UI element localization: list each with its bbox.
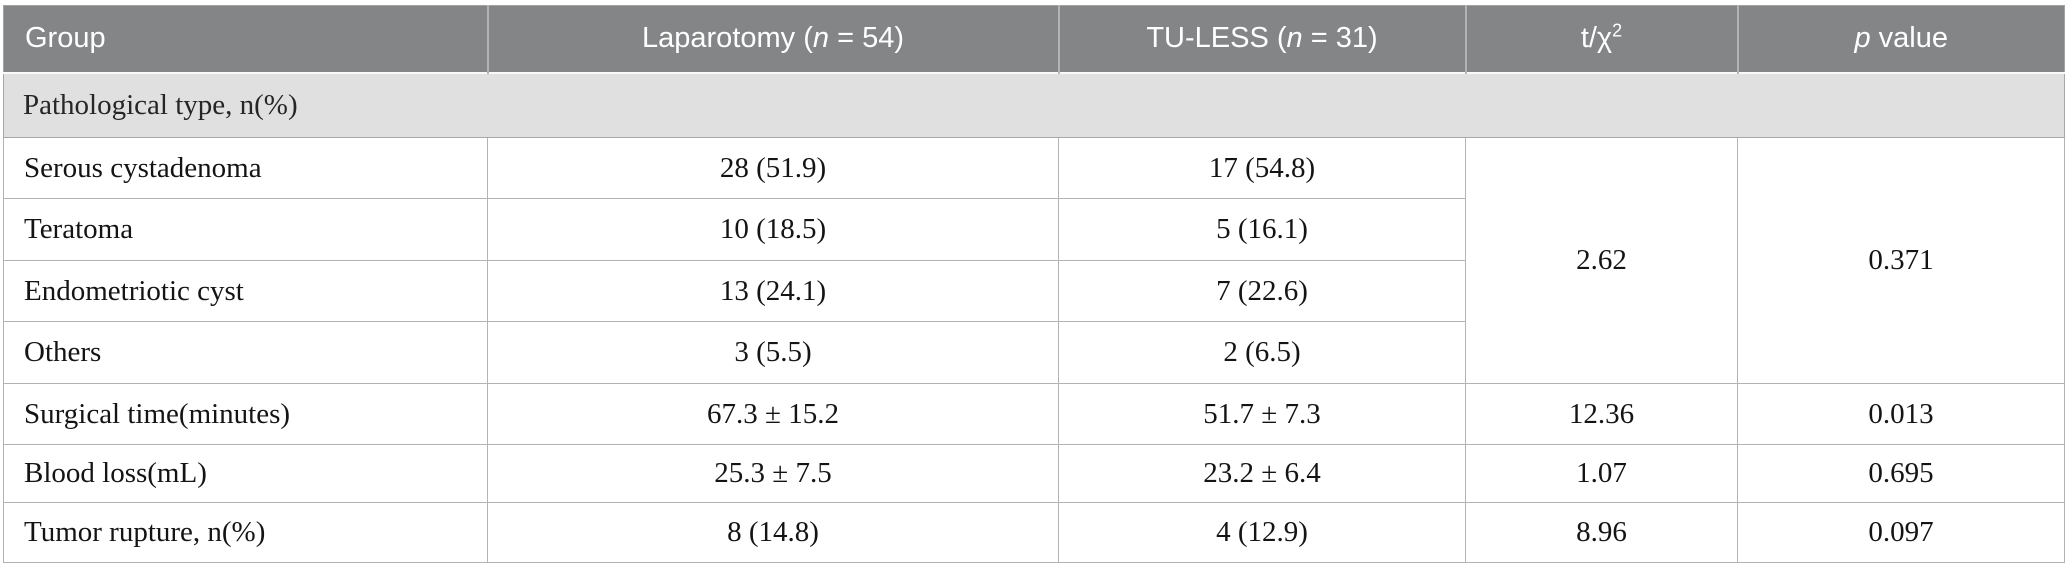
- row-label: Endometriotic cyst: [3, 260, 488, 322]
- laparotomy-value: 10 (18.5): [487, 198, 1059, 261]
- column-header-statistic: t/χ2: [1465, 5, 1739, 73]
- tuless-value: 4 (12.9): [1058, 502, 1466, 563]
- laparotomy-value: 13 (24.1): [487, 260, 1059, 322]
- column-header-group-label: Group: [25, 22, 106, 55]
- table-row-endometriotic-cyst: Endometriotic cyst 13 (24.1) 7 (22.6): [3, 260, 2065, 322]
- statistic-superscript: 2: [1612, 20, 1623, 41]
- section-row-pathological-type: Pathological type, n(%): [3, 71, 2065, 138]
- table-row-others: Others 3 (5.5) 2 (6.5): [3, 321, 2065, 384]
- pvalue: 0.695: [1737, 444, 2065, 503]
- comparison-table: Group Laparotomy (n = 54) TU-LESS (n = 3…: [3, 5, 2065, 563]
- tuless-value: 51.7 ± 7.3: [1058, 383, 1466, 445]
- tuless-value: 17 (54.8): [1058, 137, 1466, 199]
- table-row-tumor-rupture: Tumor rupture, n(%) 8 (14.8) 4 (12.9) 8.…: [3, 502, 2065, 563]
- column-header-group: Group: [3, 5, 489, 73]
- comparison-table-wrapper: Group Laparotomy (n = 54) TU-LESS (n = 3…: [3, 5, 2065, 563]
- laparotomy-label-pre: Laparotomy (: [642, 22, 813, 55]
- laparotomy-value: 8 (14.8): [487, 502, 1059, 563]
- table-row-serous-cystadenoma: Serous cystadenoma 28 (51.9) 17 (54.8) 2…: [3, 137, 2065, 384]
- row-label: Teratoma: [3, 198, 488, 261]
- section-label: Pathological type, n(%): [3, 71, 2065, 138]
- laparotomy-value: 67.3 ± 15.2: [487, 383, 1059, 445]
- header-row: Group Laparotomy (n = 54) TU-LESS (n = 3…: [3, 5, 2065, 73]
- table-row-blood-loss: Blood loss(mL) 25.3 ± 7.5 23.2 ± 6.4 1.0…: [3, 444, 2065, 503]
- laparotomy-value: 3 (5.5): [487, 321, 1059, 384]
- column-header-tuless: TU-LESS (n = 31): [1058, 5, 1467, 73]
- statistic-value: 1.07: [1465, 444, 1738, 503]
- column-header-laparotomy: Laparotomy (n = 54): [487, 5, 1060, 73]
- table-row-surgical-time: Surgical time(minutes) 67.3 ± 15.2 51.7 …: [3, 383, 2065, 445]
- pathology-statistic-value: 2.62: [1465, 137, 1738, 384]
- laparotomy-label-post: = 54): [829, 22, 904, 55]
- row-label: Tumor rupture, n(%): [3, 502, 488, 563]
- row-label: Surgical time(minutes): [3, 383, 488, 445]
- statistic-label-base: t/χ: [1580, 22, 1613, 55]
- tuless-value: 5 (16.1): [1058, 198, 1466, 261]
- tuless-value: 2 (6.5): [1058, 321, 1466, 384]
- pvalue: 0.097: [1737, 502, 2065, 563]
- pathology-pvalue: 0.371: [1737, 137, 2065, 384]
- row-label: Others: [3, 321, 488, 384]
- column-header-pvalue: p value: [1737, 5, 2065, 73]
- row-label: Blood loss(mL): [3, 444, 488, 503]
- statistic-value: 8.96: [1465, 502, 1738, 563]
- statistic-value: 12.36: [1465, 383, 1738, 445]
- pvalue-label-rest: value: [1870, 22, 1949, 55]
- pvalue: 0.013: [1737, 383, 2065, 445]
- tuless-label-post: = 31): [1302, 22, 1378, 55]
- laparotomy-value: 28 (51.9): [487, 137, 1059, 199]
- pvalue-p-italic: p: [1854, 22, 1871, 55]
- laparotomy-n-italic: n: [812, 22, 830, 55]
- tuless-n-italic: n: [1286, 22, 1303, 55]
- tuless-label-pre: TU-LESS (: [1146, 22, 1287, 55]
- tuless-value: 7 (22.6): [1058, 260, 1466, 322]
- table-row-teratoma: Teratoma 10 (18.5) 5 (16.1): [3, 198, 2065, 261]
- row-label: Serous cystadenoma: [3, 137, 488, 199]
- laparotomy-value: 25.3 ± 7.5: [487, 444, 1059, 503]
- tuless-value: 23.2 ± 6.4: [1058, 444, 1466, 503]
